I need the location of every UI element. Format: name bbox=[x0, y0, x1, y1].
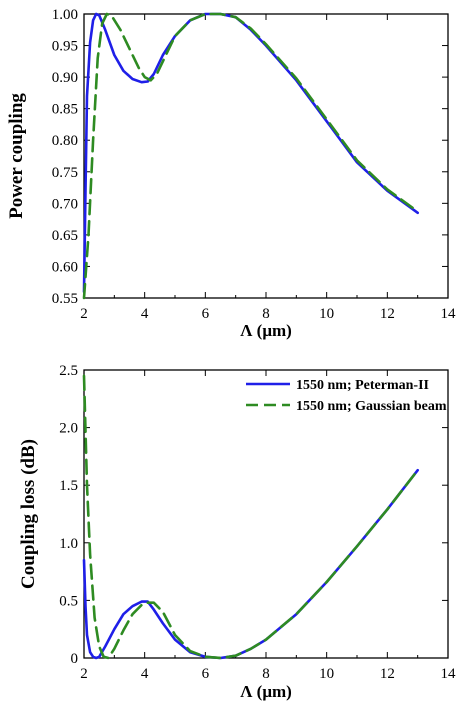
y-tick-label: 1.5 bbox=[59, 478, 78, 494]
y-tick-label: 0.55 bbox=[52, 291, 78, 307]
series-line-2 bbox=[82, 374, 420, 660]
x-tick-label: 10 bbox=[319, 666, 334, 682]
legend-entry-2: 1550 nm; Gaussian beam bbox=[296, 399, 447, 414]
x-axis-label: Λ (μm) bbox=[240, 321, 292, 340]
x-tick-label: 8 bbox=[262, 666, 270, 682]
y-tick-label: 2.5 bbox=[59, 363, 78, 379]
y-tick-label: 0.60 bbox=[52, 259, 78, 275]
y-tick-label: 1.0 bbox=[59, 536, 78, 552]
x-tick-label: 10 bbox=[319, 306, 334, 322]
y-axis-label: Coupling loss (dB) bbox=[18, 439, 39, 589]
x-tick-label: 6 bbox=[202, 306, 210, 322]
x-tick-label: 12 bbox=[380, 306, 395, 322]
y-tick-label: 0.5 bbox=[59, 593, 78, 609]
coupling-loss-chart: 2 4 6 8 10 12 14 0 0.5 1.0 1.5 2.0 2.5 Λ (μm) Coupling… bbox=[18, 363, 456, 701]
x-tick-label: 2 bbox=[80, 666, 88, 682]
y-axis-label: Power coupling bbox=[6, 93, 27, 219]
x-tick-label: 12 bbox=[380, 666, 395, 682]
x-tick-label: 2 bbox=[80, 306, 88, 322]
y-tick-label: 0.75 bbox=[52, 165, 78, 181]
plot-frame bbox=[83, 13, 449, 299]
power-coupling-chart: 2 4 6 8 10 12 14 0.55 0.60 0.65 0.70 0.75 0.80 0.85 0.… bbox=[6, 7, 456, 340]
y-tick-label: 0 bbox=[71, 651, 79, 667]
x-tick-label: 14 bbox=[441, 306, 457, 322]
series-line-2 bbox=[82, 12, 420, 300]
y-tick-label: 2.0 bbox=[59, 421, 78, 437]
y-tick-label: 1.00 bbox=[52, 7, 78, 23]
y-tick-label: 0.85 bbox=[52, 102, 78, 118]
y-tick-label: 0.65 bbox=[52, 228, 78, 244]
series-line-1 bbox=[82, 468, 420, 660]
x-tick-label: 4 bbox=[141, 306, 149, 322]
legend-entry-1: 1550 nm; Peterman-II bbox=[296, 378, 429, 393]
y-tick-label: 0.70 bbox=[52, 196, 78, 212]
x-axis-label: Λ (μm) bbox=[240, 682, 292, 701]
x-tick-label: 14 bbox=[441, 666, 457, 682]
x-tick-label: 8 bbox=[262, 306, 270, 322]
x-tick-label: 4 bbox=[141, 666, 149, 682]
y-tick-label: 0.80 bbox=[52, 133, 78, 149]
x-tick-label: 6 bbox=[202, 666, 210, 682]
y-tick-label: 0.95 bbox=[52, 39, 78, 55]
y-tick-label: 0.90 bbox=[52, 70, 78, 86]
